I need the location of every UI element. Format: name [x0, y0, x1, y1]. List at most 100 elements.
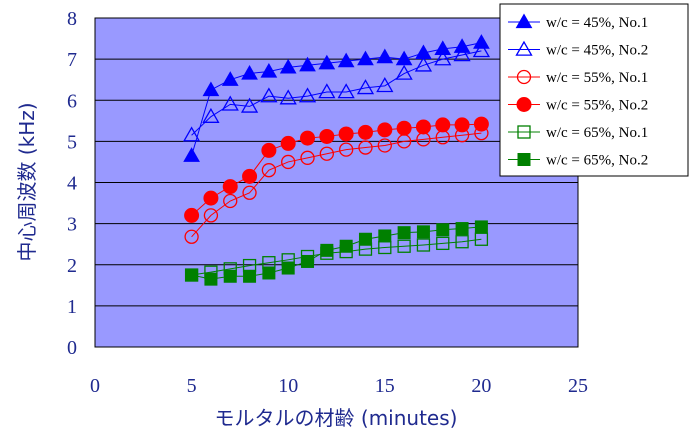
- series-layer: [182, 34, 491, 286]
- x-tick-label: 5: [187, 375, 197, 397]
- series-line: [191, 123, 482, 216]
- data-point: [434, 40, 452, 55]
- data-point: [281, 261, 295, 275]
- data-point: [339, 142, 354, 157]
- x-tick-labels: 0 5 10 15 20 25: [90, 375, 588, 397]
- data-point: [436, 236, 450, 251]
- legend-label: w/c = 45%, No.2: [546, 43, 648, 59]
- x-tick-label: 20: [471, 375, 491, 397]
- data-point: [356, 79, 375, 95]
- data-point: [358, 140, 373, 155]
- data-point: [453, 46, 471, 62]
- data-point: [184, 207, 200, 223]
- data-point: [260, 62, 278, 78]
- legend-entry: w/c = 45%, No.2: [508, 40, 648, 59]
- y-tick-label: 2: [67, 255, 77, 277]
- series-line: [191, 238, 482, 276]
- data-point: [223, 269, 237, 283]
- data-point: [203, 190, 219, 206]
- data-point: [453, 38, 471, 53]
- y-tick-label: 5: [67, 131, 77, 153]
- data-point: [473, 116, 489, 132]
- data-point: [473, 34, 490, 49]
- data-point: [281, 154, 296, 170]
- legend-entry: w/c = 65%, No.1: [508, 125, 648, 141]
- x-axis-title: モルタルの材齢 (minutes): [215, 406, 458, 430]
- legend-box: [499, 3, 689, 177]
- x-tick-label: 0: [90, 375, 100, 397]
- data-point: [300, 150, 315, 165]
- y-tick-label: 3: [67, 214, 77, 236]
- data-point: [262, 266, 276, 280]
- legend-marker: [517, 153, 531, 166]
- data-point: [300, 130, 316, 146]
- data-point: [338, 126, 354, 142]
- data-point: [357, 124, 373, 140]
- data-point: [472, 42, 491, 58]
- data-point: [240, 97, 259, 113]
- legend-label: w/c = 65%, No.1: [546, 125, 648, 141]
- legend-marker: [516, 97, 532, 112]
- series-2: [182, 42, 491, 142]
- data-point: [319, 128, 335, 144]
- data-point: [222, 179, 238, 195]
- data-point: [397, 226, 411, 240]
- data-point: [243, 269, 257, 283]
- data-point: [221, 71, 239, 86]
- data-point: [396, 120, 412, 136]
- data-point: [415, 119, 431, 135]
- data-point: [202, 81, 220, 97]
- data-point: [203, 208, 219, 223]
- data-point: [242, 185, 257, 200]
- data-point: [378, 229, 392, 243]
- data-point: [474, 220, 488, 234]
- y-tick-label: 7: [67, 49, 77, 71]
- y-axis-title: 中心周波数 (kHz): [15, 102, 39, 261]
- legend-marker: [517, 125, 531, 139]
- data-point: [221, 95, 239, 111]
- data-point: [279, 89, 297, 105]
- x-tick-label: 25: [568, 375, 588, 397]
- data-point: [454, 117, 470, 133]
- data-point: [320, 243, 334, 257]
- legend-marker: [515, 13, 533, 29]
- data-point: [241, 65, 258, 80]
- data-point: [436, 223, 450, 237]
- data-point: [358, 232, 372, 246]
- legend-marker: [515, 40, 533, 56]
- data-point: [339, 239, 353, 253]
- data-point: [261, 142, 277, 158]
- data-point: [376, 48, 394, 64]
- data-point: [319, 146, 334, 161]
- data-point: [357, 50, 374, 66]
- data-point: [395, 64, 413, 80]
- data-point: [318, 54, 336, 70]
- data-point: [337, 52, 355, 68]
- series-line: [191, 50, 482, 136]
- legend: w/c = 45%, No.1 w/c = 45%, No.2 w/c = 55%,…: [499, 3, 689, 177]
- y-tick-label: 1: [67, 296, 77, 318]
- data-point: [299, 56, 316, 72]
- x-tick-label: 10: [278, 375, 298, 397]
- x-tick-label: 15: [375, 375, 395, 397]
- series-line: [191, 132, 482, 238]
- series-line: [191, 42, 482, 156]
- data-point: [377, 122, 393, 138]
- legend-label: w/c = 45%, No.1: [546, 15, 648, 31]
- data-point: [455, 235, 469, 249]
- y-tick-label: 6: [67, 90, 77, 112]
- data-point: [414, 56, 433, 72]
- data-point: [434, 50, 452, 66]
- data-point: [377, 138, 392, 153]
- y-tick-label: 8: [67, 8, 77, 30]
- y-tick-label: 0: [67, 337, 77, 359]
- data-point: [416, 225, 430, 239]
- data-point: [204, 272, 218, 286]
- legend-marker: [516, 69, 532, 85]
- data-point: [185, 268, 199, 282]
- data-point: [223, 193, 238, 209]
- y-tick-labels: 0 1 2 3 4 5 6 7 8: [67, 8, 77, 359]
- legend-entry: w/c = 55%, No.2: [508, 97, 648, 114]
- data-point: [435, 117, 451, 133]
